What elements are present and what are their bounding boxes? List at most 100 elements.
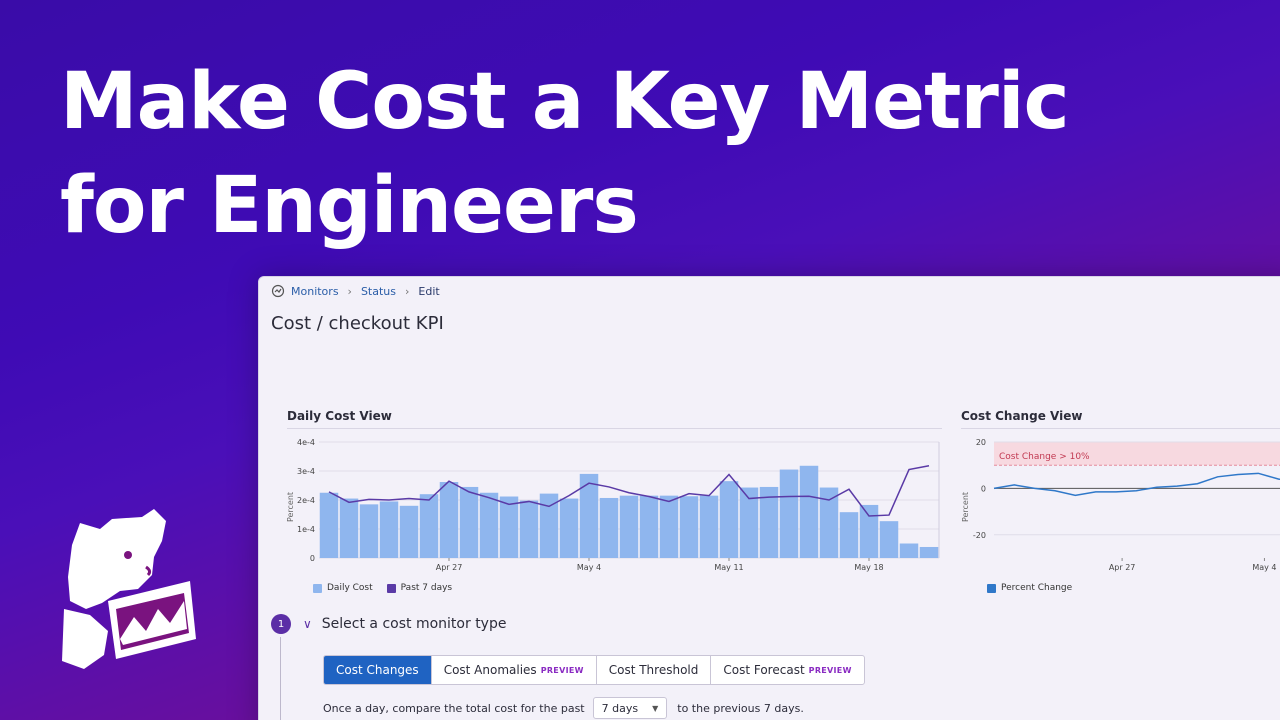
daily-cost-bar: [479, 492, 499, 558]
breadcrumb-monitors[interactable]: Monitors: [291, 284, 339, 298]
breadcrumb-separator-icon: ›: [347, 284, 352, 298]
daily-cost-bar: [679, 496, 699, 558]
daily-cost-bar: [319, 492, 339, 558]
daily-cost-chart: Percent 0 1e-4 2e-4 3e-4 4e-4 Apr 27 May 4 May …: [286, 438, 940, 572]
legend-swatch: [313, 583, 322, 593]
legend-swatch: [987, 583, 996, 593]
legend-label: Daily Cost: [327, 583, 373, 593]
datadog-icon: [271, 284, 285, 298]
legend-label: Percent Change: [1001, 583, 1073, 593]
daily-cost-bar: [619, 495, 639, 558]
past-7-days-line: [328, 465, 930, 517]
threshold-band: [994, 442, 1280, 466]
daily-cost-divider: [287, 428, 942, 429]
daily-cost-bar: [379, 501, 399, 558]
monitor-type-tabs: Cost Changes Cost Anomalies PREVIEW Cost…: [323, 655, 865, 685]
y-tick-label: 3e-4: [297, 467, 315, 476]
cost-change-title: Cost Change View: [961, 409, 1083, 423]
percent-change-line: [993, 472, 1280, 497]
legend-past-7-days[interactable]: Past 7 days: [386, 583, 453, 593]
x-tick-label: Apr 27: [436, 563, 463, 572]
tab-label: Cost Forecast: [723, 663, 805, 677]
daily-cost-bar: [559, 498, 579, 558]
period-select[interactable]: 7 days ▼: [592, 697, 668, 719]
tab-cost-changes[interactable]: Cost Changes: [324, 656, 432, 684]
daily-cost-bar: [699, 495, 719, 558]
cost-change-divider: [961, 428, 1280, 429]
daily-cost-bar: [419, 494, 439, 558]
monitor-editor-window: Monitors › Status › Edit Cost / checkout…: [258, 276, 1280, 720]
y-tick-label: 20: [976, 438, 986, 447]
y-tick-label: 0: [310, 554, 315, 563]
tab-label: Cost Anomalies: [443, 663, 537, 677]
breadcrumb-separator-icon: ›: [405, 284, 410, 298]
daily-cost-bar: [459, 486, 479, 558]
daily-cost-bar: [739, 487, 759, 558]
legend-daily-cost[interactable]: Daily Cost: [313, 583, 373, 593]
tab-cost-anomalies[interactable]: Cost Anomalies PREVIEW: [432, 656, 597, 684]
caret-down-icon: ▼: [652, 703, 659, 713]
daily-cost-bar: [799, 465, 819, 558]
daily-cost-bar: [919, 546, 939, 558]
step-label: Select a cost monitor type: [321, 616, 507, 632]
hero-line-1: Make Cost a Key Metric: [60, 57, 1070, 147]
step-number-badge: 1: [271, 614, 291, 634]
daily-cost-bar: [519, 500, 539, 558]
daily-cost-y-axis-label: Percent: [286, 492, 295, 522]
tab-cost-threshold[interactable]: Cost Threshold: [597, 656, 712, 684]
daily-cost-bar: [579, 473, 599, 558]
daily-cost-bar: [339, 498, 359, 558]
daily-cost-bar: [599, 497, 619, 558]
cost-change-legend: Percent Change: [987, 583, 1072, 593]
daily-cost-bar: [499, 496, 519, 558]
step-1-header[interactable]: 1 ∨ Select a cost monitor type: [271, 614, 506, 634]
preview-badge: PREVIEW: [808, 665, 852, 675]
x-tick-label: May 18: [854, 563, 883, 572]
datadog-logo: [62, 509, 196, 669]
daily-cost-bar: [879, 521, 899, 558]
preview-badge: PREVIEW: [540, 665, 584, 675]
threshold-label: Cost Change > 10%: [999, 452, 1090, 462]
breadcrumb-edit: Edit: [418, 284, 440, 298]
tab-label: Cost Threshold: [608, 663, 699, 677]
step-connector-line: [280, 637, 281, 720]
daily-cost-bar: [719, 481, 739, 558]
daily-cost-bar: [439, 482, 459, 558]
y-tick-label: 2e-4: [297, 496, 315, 505]
y-tick-label: 4e-4: [297, 438, 315, 447]
daily-cost-legend: Daily Cost Past 7 days: [313, 583, 452, 593]
daily-cost-bar: [639, 495, 659, 558]
breadcrumb: Monitors › Status › Edit: [271, 284, 440, 298]
x-tick-label: May 4: [1252, 563, 1276, 572]
tab-cost-forecast[interactable]: Cost Forecast PREVIEW: [711, 656, 863, 684]
comparison-sentence: Once a day, compare the total cost for t…: [323, 697, 804, 719]
x-tick-label: May 4: [577, 563, 601, 572]
cost-change-y-axis-label: Percent: [961, 492, 970, 522]
daily-cost-bar: [539, 493, 559, 558]
breadcrumb-status[interactable]: Status: [360, 284, 397, 298]
legend-percent-change[interactable]: Percent Change: [987, 583, 1072, 593]
x-tick-label: Apr 27: [1109, 563, 1136, 572]
daily-cost-bar: [759, 486, 779, 558]
period-select-value: 7 days: [601, 701, 639, 715]
hero-line-2: for Engineers: [60, 161, 639, 251]
y-tick-label: 0: [981, 484, 986, 493]
legend-swatch: [386, 583, 396, 593]
y-tick-label: 1e-4: [297, 525, 315, 534]
sentence-before: Once a day, compare the total cost for t…: [323, 701, 585, 715]
daily-cost-bar: [899, 543, 919, 558]
daily-cost-bar: [859, 504, 879, 558]
tab-label: Cost Changes: [336, 663, 419, 677]
cost-change-chart: Percent Cost Change > 10% -20 0 20 Apr 27 May…: [961, 438, 1280, 572]
daily-cost-bar: [399, 505, 419, 558]
x-tick-label: May 11: [714, 563, 743, 572]
chevron-down-icon[interactable]: ∨: [303, 617, 312, 631]
hero-title: Make Cost a Key Metric for Engineers: [60, 50, 1070, 258]
daily-cost-bar: [359, 504, 379, 558]
daily-cost-title: Daily Cost View: [287, 409, 392, 423]
daily-cost-bar: [839, 512, 859, 558]
page-title: Cost / checkout KPI: [271, 313, 444, 334]
daily-cost-bar: [779, 469, 799, 558]
daily-cost-bar: [819, 487, 839, 558]
legend-label: Past 7 days: [400, 583, 453, 593]
